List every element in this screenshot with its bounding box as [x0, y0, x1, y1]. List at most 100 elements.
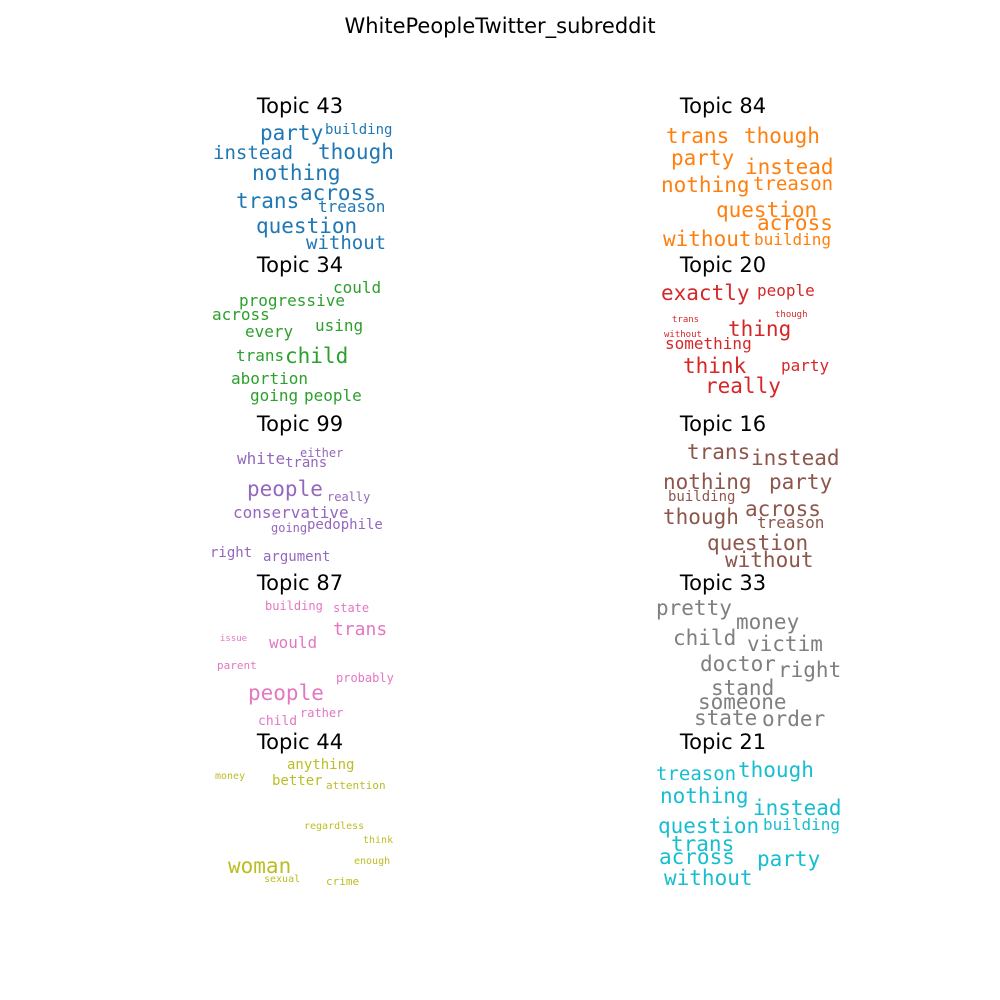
cloud-word: without [725, 547, 814, 572]
topic-title: Topic 87 [256, 571, 344, 595]
cloud-word: people [248, 680, 324, 705]
cloud-word: people [247, 476, 323, 501]
cloud-word: anything [287, 757, 355, 773]
cloud-word: without [306, 231, 387, 254]
cloud-word: state [333, 601, 370, 615]
cloud-word: abortion [231, 369, 309, 388]
cloud-word: issue [220, 633, 248, 644]
cloud-word: across [745, 496, 821, 521]
cloud-word: building [763, 815, 841, 834]
cloud-word: trans [687, 439, 751, 464]
cloud-word: instead [753, 795, 842, 820]
topic-title: Topic 21 [679, 730, 767, 754]
cloud-word: nothing [660, 783, 749, 808]
cloud-word: state [694, 705, 758, 730]
cloud-word: without [664, 865, 753, 890]
cloud-word: building [265, 599, 323, 613]
cloud-word: instead [745, 154, 834, 179]
topic-title: Topic 44 [256, 730, 344, 754]
cloud-word: going [271, 521, 308, 535]
cloud-word: though [744, 123, 820, 148]
cloud-word: nothing [252, 160, 341, 185]
topic-panel: Topic 16 trans instead nothing party building… [623, 412, 840, 582]
cloud-word: child [673, 625, 737, 650]
cloud-word: woman [228, 853, 292, 878]
topic-title: Topic 20 [679, 253, 767, 277]
cloud-word: trans [333, 619, 388, 640]
cloud-word: doctor [700, 651, 776, 676]
cloud-word: across [300, 180, 376, 205]
cloud-word: across [757, 210, 833, 235]
topic-panel: Topic 34 could progressive across every using… [200, 253, 400, 423]
word-cloud: trans instead nothing party building across th… [623, 422, 840, 582]
cloud-word: attention [326, 778, 386, 792]
cloud-word: trans [236, 188, 300, 213]
cloud-word: trans [236, 346, 285, 365]
cloud-word: instead [751, 445, 840, 470]
cloud-word: think [363, 835, 394, 846]
cloud-word: exactly [661, 280, 750, 305]
cloud-word: instead [213, 141, 294, 164]
cloud-word: going [250, 386, 299, 405]
topic-panel: Topic 43 party building instead though nothin… [200, 94, 400, 264]
cloud-word: party [769, 469, 833, 494]
cloud-word: would [269, 633, 318, 652]
cloud-word: question [707, 530, 809, 555]
cloud-word: though [775, 309, 808, 320]
cloud-word: trans [285, 455, 328, 471]
topic-title: Topic 84 [679, 94, 767, 118]
cloud-word: regardless [304, 821, 365, 832]
cloud-word: progressive [239, 291, 345, 310]
cloud-word: across [212, 305, 270, 324]
cloud-word: party [757, 846, 821, 871]
word-cloud: party building instead though nothing trans ac… [200, 104, 400, 264]
cloud-word: sexual [264, 874, 301, 885]
cloud-word: order [762, 706, 826, 731]
cloud-word: nothing [663, 469, 752, 494]
topic-title: Topic 43 [256, 94, 344, 118]
word-cloud: treason though nothing instead question build… [623, 740, 842, 900]
topic-title: Topic 99 [256, 412, 344, 436]
cloud-word: enough [354, 856, 391, 867]
cloud-word: trans [666, 123, 730, 148]
cloud-word: people [757, 281, 815, 300]
cloud-word: party [781, 356, 830, 375]
word-cloud: pretty money child victim doctor right stand so… [623, 581, 841, 741]
cloud-word: really [327, 490, 371, 504]
cloud-word: nothing [661, 172, 750, 197]
cloud-word: money [215, 771, 246, 782]
cloud-word: treason [318, 197, 386, 216]
cloud-word: someone [698, 689, 787, 714]
cloud-word: party [671, 145, 735, 170]
cloud-word: across [659, 844, 735, 869]
cloud-word: question [658, 813, 760, 838]
cloud-word: white [237, 449, 286, 468]
cloud-word: victim [747, 631, 823, 656]
cloud-word: right [778, 657, 842, 682]
cloud-word: every [245, 322, 294, 341]
topic-panel: Topic 84 trans though party instead nothing tr… [623, 94, 834, 264]
cloud-word: trans [672, 314, 700, 325]
cloud-word: thing [728, 316, 792, 341]
topic-title: Topic 34 [256, 253, 344, 277]
cloud-word: really [705, 373, 781, 398]
cloud-word: probably [336, 671, 394, 685]
word-cloud: exactly people trans though without thing some… [623, 263, 829, 423]
cloud-word: though [318, 139, 394, 164]
cloud-word: party [260, 120, 324, 145]
cloud-word: question [256, 213, 358, 238]
chart-title: WhitePeopleTwitter_subreddit [344, 14, 656, 38]
cloud-word: trans [671, 831, 735, 856]
topic-title: Topic 16 [679, 412, 767, 436]
cloud-word: treason [656, 762, 737, 785]
word-cloud: either white trans people really conservative… [200, 422, 400, 582]
cloud-word: conservative [233, 503, 349, 522]
cloud-word: people [304, 386, 362, 405]
cloud-word: building [325, 122, 393, 138]
cloud-word: though [738, 757, 814, 782]
topic-panel: Topic 21 treason though nothing instead quest… [623, 730, 842, 900]
word-cloud: building state trans issue would parent probab… [200, 581, 400, 741]
cloud-word: could [333, 278, 382, 297]
cloud-word: child [258, 713, 298, 729]
word-cloud: anything money better attention regardless th… [200, 740, 400, 900]
